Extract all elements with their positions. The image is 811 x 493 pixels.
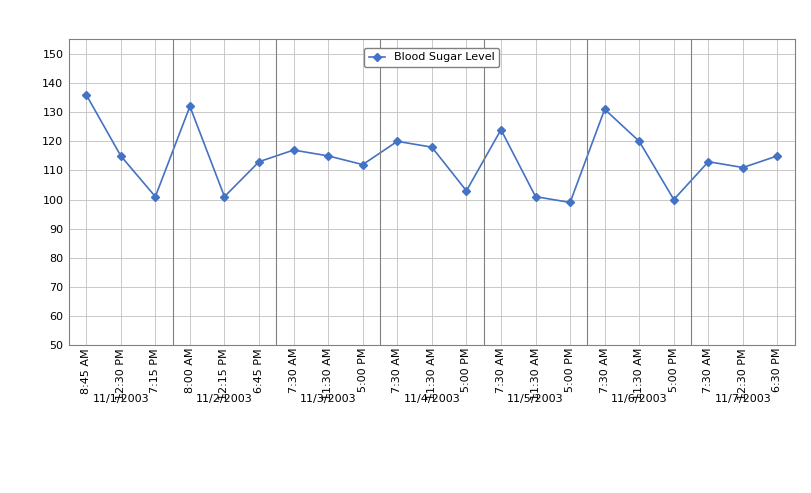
Blood Sugar Level <box>738 165 748 171</box>
Blood Sugar Level <box>393 139 402 144</box>
Text: 11/7/2003: 11/7/2003 <box>714 394 771 404</box>
Text: 11/6/2003: 11/6/2003 <box>611 394 667 404</box>
Text: 11/4/2003: 11/4/2003 <box>404 394 460 404</box>
Blood Sugar Level <box>565 200 575 206</box>
Text: 11/5/2003: 11/5/2003 <box>507 394 564 404</box>
Legend: Blood Sugar Level: Blood Sugar Level <box>364 48 500 67</box>
Text: 11/2/2003: 11/2/2003 <box>196 394 253 404</box>
Blood Sugar Level <box>530 194 540 200</box>
Blood Sugar Level <box>669 197 679 203</box>
Blood Sugar Level <box>703 159 713 165</box>
Blood Sugar Level <box>116 153 126 159</box>
Line: Blood Sugar Level: Blood Sugar Level <box>84 92 780 205</box>
Blood Sugar Level <box>289 147 298 153</box>
Blood Sugar Level <box>324 153 333 159</box>
Blood Sugar Level <box>600 106 610 112</box>
Blood Sugar Level <box>634 139 644 144</box>
Blood Sugar Level <box>81 92 91 98</box>
Blood Sugar Level <box>461 188 471 194</box>
Text: 11/3/2003: 11/3/2003 <box>300 394 357 404</box>
Blood Sugar Level <box>254 159 264 165</box>
Blood Sugar Level <box>185 104 195 109</box>
Blood Sugar Level <box>220 194 230 200</box>
Blood Sugar Level <box>358 162 367 168</box>
Text: 11/1/2003: 11/1/2003 <box>92 394 149 404</box>
Blood Sugar Level <box>773 153 783 159</box>
Blood Sugar Level <box>151 194 161 200</box>
Blood Sugar Level <box>427 144 436 150</box>
Blood Sugar Level <box>496 127 506 133</box>
